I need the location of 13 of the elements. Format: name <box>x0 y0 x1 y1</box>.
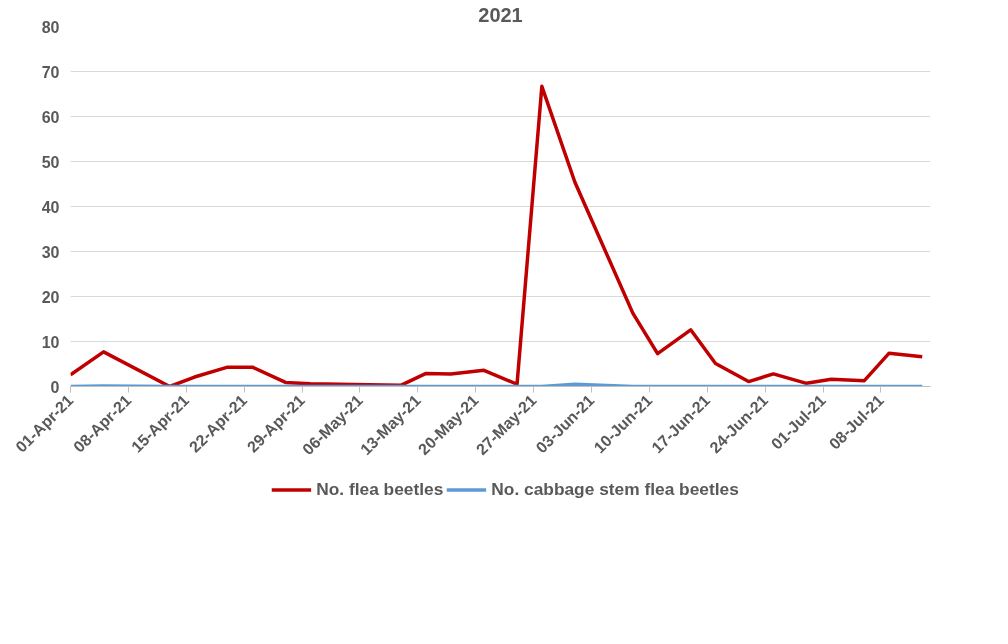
y-tick-label: 80 <box>41 18 60 36</box>
y-tick-label: 20 <box>41 288 60 306</box>
y-tick-label: 30 <box>41 243 60 261</box>
line-series <box>70 84 924 387</box>
chart-title: 2021 <box>478 3 523 26</box>
legend-label: No. cabbage stem flea beetles <box>491 478 739 500</box>
y-tick-label: 60 <box>41 108 60 126</box>
y-tick-label: 10 <box>41 333 60 351</box>
y-tick-label: 40 <box>41 198 60 216</box>
y-tick-label: 50 <box>41 153 60 171</box>
legend-label: No. flea beetles <box>316 478 444 500</box>
y-tick-label: 0 <box>50 378 60 396</box>
y-tick-label: 70 <box>41 63 60 81</box>
